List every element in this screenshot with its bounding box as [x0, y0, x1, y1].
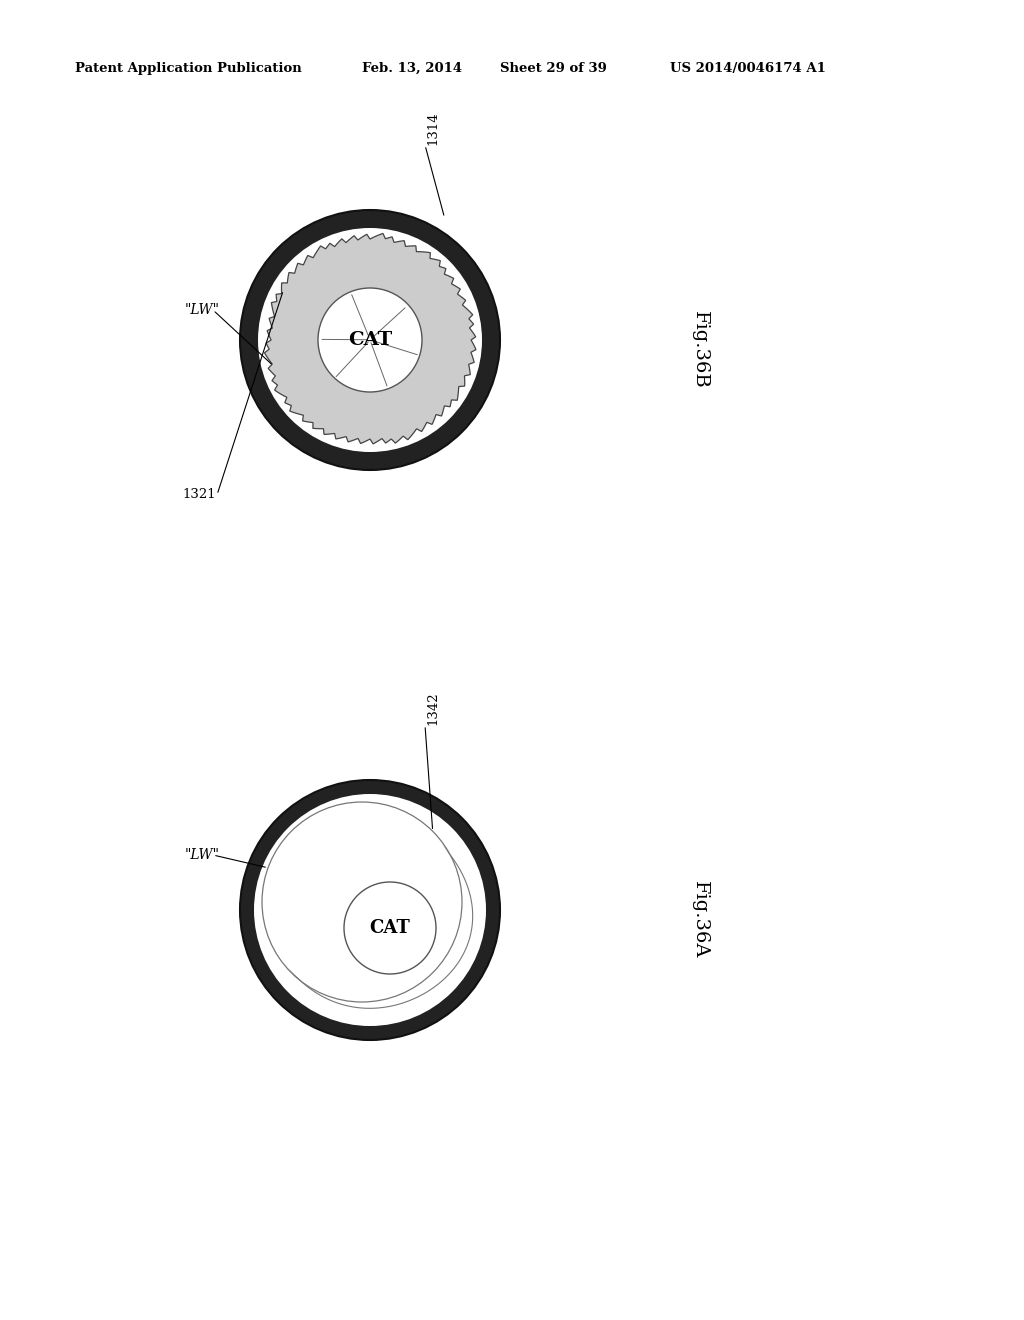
- Text: 1314: 1314: [427, 111, 439, 145]
- Text: Patent Application Publication: Patent Application Publication: [75, 62, 302, 75]
- Circle shape: [344, 882, 436, 974]
- Circle shape: [240, 210, 500, 470]
- Polygon shape: [268, 809, 473, 1008]
- Circle shape: [263, 803, 461, 1001]
- Text: 1321: 1321: [182, 488, 216, 502]
- Text: Fig.36B: Fig.36B: [691, 312, 709, 389]
- Text: 1342: 1342: [427, 692, 439, 725]
- Circle shape: [254, 795, 486, 1026]
- Circle shape: [258, 228, 482, 451]
- Text: CAT: CAT: [348, 331, 392, 348]
- Text: "LW": "LW": [185, 304, 220, 317]
- Text: US 2014/0046174 A1: US 2014/0046174 A1: [670, 62, 826, 75]
- Text: CAT: CAT: [370, 919, 411, 937]
- Polygon shape: [264, 234, 476, 444]
- Text: Sheet 29 of 39: Sheet 29 of 39: [500, 62, 607, 75]
- Circle shape: [240, 780, 500, 1040]
- Circle shape: [318, 288, 422, 392]
- Text: Fig.36A: Fig.36A: [691, 882, 709, 958]
- Text: "LW": "LW": [185, 847, 220, 862]
- Text: Feb. 13, 2014: Feb. 13, 2014: [362, 62, 462, 75]
